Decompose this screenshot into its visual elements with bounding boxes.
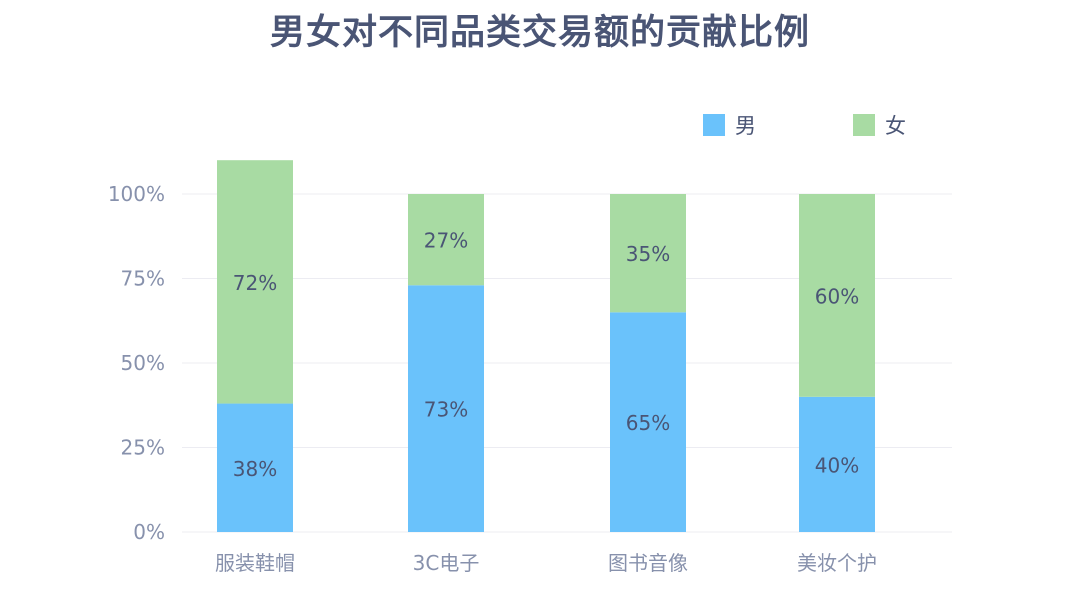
y-tick-label: 75% (121, 267, 165, 291)
legend-item-female: 女 (853, 112, 906, 138)
legend-swatch-male (703, 114, 725, 136)
bar-data-label: 38% (233, 457, 277, 481)
bar-data-label: 35% (626, 242, 670, 266)
bar-segment-male (217, 403, 293, 532)
legend-item-male: 男 (703, 112, 756, 138)
bar-segment-female (610, 194, 686, 313)
bar-segment-female (408, 194, 484, 286)
bar-data-label: 65% (626, 411, 670, 435)
legend-label-male: 男 (735, 114, 756, 138)
chart-title: 男女对不同品类交易额的贡献比例 (269, 13, 810, 53)
bar-data-label: 40% (815, 453, 859, 477)
x-tick-label: 3C电子 (413, 551, 480, 575)
bar-segment-male (408, 285, 484, 532)
bar-segment-female (217, 160, 293, 404)
y-tick-label: 0% (133, 520, 165, 544)
legend-label-female: 女 (885, 114, 906, 138)
bar-data-label: 73% (424, 398, 468, 422)
bar-segment-female (799, 194, 875, 397)
x-tick-label: 图书音像 (608, 551, 688, 575)
bar-segment-male (610, 312, 686, 532)
x-tick-label: 美妆个护 (797, 551, 877, 575)
y-tick-label: 100% (108, 182, 165, 206)
bar-segment-male (799, 396, 875, 532)
y-tick-label: 50% (121, 351, 165, 375)
bar-data-label: 72% (233, 271, 277, 295)
bar-data-label: 27% (424, 229, 468, 253)
y-tick-label: 25% (121, 436, 165, 460)
bar-data-label: 60% (815, 284, 859, 308)
x-tick-label: 服装鞋帽 (215, 551, 295, 575)
legend-swatch-female (853, 114, 875, 136)
